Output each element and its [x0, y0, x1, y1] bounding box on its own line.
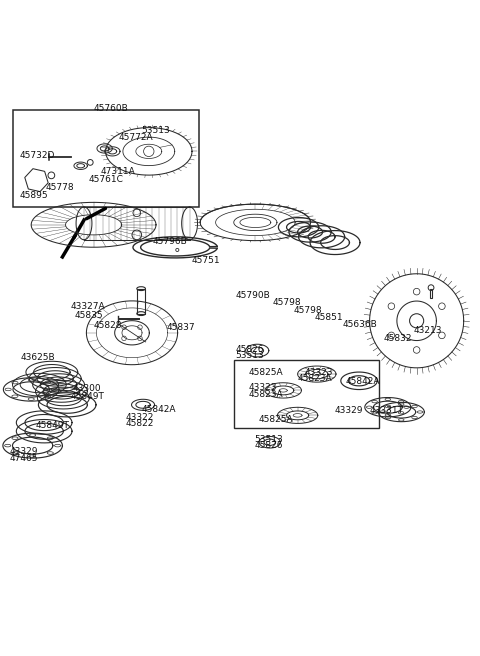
Text: 53513: 53513	[254, 435, 283, 444]
Bar	[234, 359, 379, 428]
Text: 45798: 45798	[294, 306, 323, 315]
Text: 45796B: 45796B	[153, 237, 187, 246]
Text: 45825A: 45825A	[249, 367, 283, 377]
Bar	[13, 110, 199, 207]
Text: 43323: 43323	[304, 367, 333, 377]
Text: 45761C: 45761C	[89, 174, 124, 184]
Text: 53513: 53513	[236, 351, 264, 360]
Text: 45778: 45778	[46, 183, 74, 192]
Text: 53513: 53513	[142, 126, 170, 134]
Bar	[137, 289, 145, 314]
Text: 45732D: 45732D	[19, 151, 55, 159]
Text: 45826: 45826	[254, 441, 283, 450]
Text: 43300: 43300	[73, 384, 102, 393]
Text: 43329: 43329	[334, 406, 362, 415]
Text: 43323: 43323	[249, 384, 277, 392]
Text: 45760B: 45760B	[94, 104, 128, 113]
Text: 45842A: 45842A	[142, 405, 176, 414]
Text: 45832: 45832	[384, 334, 412, 343]
Text: 45822: 45822	[126, 419, 154, 428]
Text: 45895: 45895	[19, 192, 48, 201]
Text: 43213: 43213	[414, 326, 442, 335]
Text: 43331T: 43331T	[370, 406, 404, 415]
Text: 45823A: 45823A	[249, 390, 283, 399]
Text: 45636B: 45636B	[343, 319, 377, 329]
Text: 45849T: 45849T	[71, 392, 105, 401]
Text: 45823A: 45823A	[297, 374, 332, 383]
Text: 45825A: 45825A	[259, 415, 293, 424]
Text: 43329: 43329	[10, 447, 38, 457]
Text: 45835: 45835	[74, 311, 103, 320]
Text: 45790B: 45790B	[235, 291, 270, 300]
Text: 45842A: 45842A	[346, 377, 380, 386]
Text: 45798: 45798	[272, 298, 301, 307]
Text: 45849T: 45849T	[36, 421, 70, 430]
Text: 45826: 45826	[236, 345, 264, 354]
Text: 45837: 45837	[167, 323, 196, 333]
Text: 47311A: 47311A	[101, 167, 135, 176]
Text: 45828: 45828	[94, 321, 122, 329]
Text: 47465: 47465	[10, 453, 38, 462]
Text: 43625B: 43625B	[20, 354, 55, 362]
Text: 45851: 45851	[315, 313, 344, 322]
Text: 43322: 43322	[126, 413, 154, 422]
Text: 43327A: 43327A	[71, 302, 106, 312]
Bar	[430, 289, 432, 298]
Text: 45751: 45751	[192, 256, 221, 265]
Text: 45772A: 45772A	[119, 133, 154, 142]
